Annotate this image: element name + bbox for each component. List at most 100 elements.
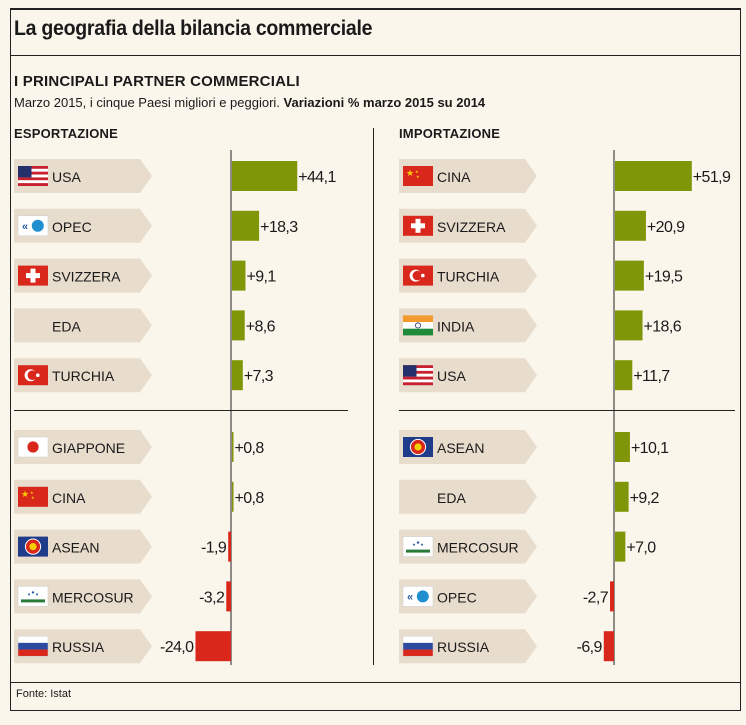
svg-text:★: ★ bbox=[31, 495, 35, 500]
chart-subtitle: I PRINCIPALI PARTNER COMMERCIALI bbox=[14, 73, 300, 90]
category-label-tab bbox=[399, 208, 537, 243]
bar bbox=[615, 432, 630, 462]
category-label: CINA bbox=[52, 490, 86, 506]
category-label: SVIZZERA bbox=[437, 219, 506, 235]
svg-text:«: « bbox=[407, 591, 413, 603]
category-label: TURCHIA bbox=[52, 368, 115, 384]
svg-text:«: « bbox=[22, 221, 28, 233]
cina-flag-icon: ★ ★★ bbox=[403, 166, 433, 186]
bar-value-label: +44,1 bbox=[298, 169, 336, 186]
bar-value-label: +20,9 bbox=[647, 219, 685, 236]
bar-row-svizzera: SVIZZERA +20,9 bbox=[399, 208, 686, 243]
bar-row-mercosur: MERCOSUR +7,0 bbox=[399, 529, 657, 564]
category-label-tab bbox=[14, 159, 152, 193]
opec-flag-icon: « bbox=[17, 215, 49, 237]
page-title: La geografia della bilancia commerciale bbox=[14, 17, 373, 40]
import-group-separator bbox=[399, 410, 735, 411]
bar-value-label: +7,3 bbox=[244, 368, 274, 385]
category-label: OPEC bbox=[437, 589, 477, 605]
usa-flag-icon bbox=[18, 166, 48, 186]
mercosur-flag-icon bbox=[17, 586, 49, 607]
bar-value-label: -1,9 bbox=[201, 540, 227, 557]
bar bbox=[232, 432, 234, 462]
bar-value-label: -2,7 bbox=[583, 589, 609, 606]
svg-text:★: ★ bbox=[21, 489, 29, 499]
svizzera-flag-icon bbox=[403, 215, 433, 236]
bar bbox=[232, 161, 298, 191]
category-label: INDIA bbox=[437, 318, 475, 334]
category-label-tab bbox=[14, 529, 152, 564]
usa-flag-icon bbox=[403, 365, 433, 386]
svg-text:★: ★ bbox=[416, 174, 420, 179]
chart-description: Marzo 2015, i cinque Paesi migliori e pe… bbox=[14, 95, 485, 110]
category-label-tab bbox=[399, 529, 537, 564]
category-label-tab bbox=[399, 479, 537, 514]
category-label-tab bbox=[399, 358, 537, 393]
india-flag-icon bbox=[403, 315, 433, 336]
cina-flag-icon: ★ ★★ bbox=[18, 486, 48, 507]
bar-row-eda: EDA +9,2 bbox=[399, 479, 660, 514]
svg-text:★: ★ bbox=[30, 490, 34, 495]
category-label: TURCHIA bbox=[437, 269, 500, 285]
category-label-tab bbox=[14, 479, 152, 514]
category-label-tab bbox=[399, 258, 537, 293]
bar bbox=[603, 631, 614, 662]
bar-value-label: +18,6 bbox=[644, 318, 682, 335]
bar bbox=[615, 481, 629, 512]
category-label: SVIZZERA bbox=[52, 269, 121, 285]
bar bbox=[232, 360, 243, 391]
bar-value-label: +0,8 bbox=[235, 440, 265, 457]
category-label: OPEC bbox=[52, 219, 92, 235]
bar bbox=[232, 481, 234, 512]
russia-flag-icon bbox=[402, 635, 434, 657]
bar-value-label: +10,1 bbox=[631, 440, 669, 457]
category-label: EDA bbox=[52, 318, 81, 334]
bar-row-cina: ★ ★★ CINA +0,8 bbox=[14, 479, 265, 514]
bar-value-label: -3,2 bbox=[199, 589, 225, 606]
turchia-flag-icon bbox=[18, 365, 48, 386]
bar-row-asean: ASEAN +10,1 bbox=[399, 430, 670, 464]
category-label-tab bbox=[399, 430, 537, 464]
bar-row-eda: EDA +8,6 bbox=[14, 308, 276, 343]
bar-value-label: -24,0 bbox=[160, 639, 194, 656]
svg-text:★: ★ bbox=[406, 168, 414, 178]
category-label-tab bbox=[14, 308, 152, 343]
footer-rule bbox=[10, 682, 741, 683]
category-label-tab bbox=[399, 159, 537, 193]
turchia-flag-icon bbox=[403, 265, 433, 286]
category-label-tab bbox=[14, 208, 152, 243]
asean-flag-icon bbox=[403, 437, 433, 457]
bar bbox=[615, 310, 643, 341]
bar bbox=[615, 161, 692, 191]
bar bbox=[615, 260, 644, 291]
bar-value-label: +9,1 bbox=[246, 269, 276, 286]
bar-row-asean: ASEAN -1,9 bbox=[14, 529, 231, 564]
description-text: Marzo 2015, i cinque Paesi migliori e pe… bbox=[14, 95, 280, 110]
bar-row-india: INDIA +18,6 bbox=[399, 308, 682, 343]
bar bbox=[615, 360, 633, 391]
title-rule bbox=[10, 55, 741, 56]
bar-row-opec: « OPEC -2,7 bbox=[399, 579, 614, 614]
bar bbox=[232, 210, 260, 241]
bar bbox=[195, 631, 231, 662]
export-chart: USA +44,1 « OPEC +18,3 SVIZZERA +9,1 EDA +8,6 TUR… bbox=[14, 150, 337, 665]
category-label-tab bbox=[14, 579, 152, 614]
category-label: CINA bbox=[437, 169, 471, 185]
bar-value-label: +9,2 bbox=[630, 490, 660, 507]
category-label: RUSSIA bbox=[437, 639, 490, 655]
chart-frame bbox=[10, 8, 741, 711]
bar-row-cina: ★ ★★ CINA +51,9 bbox=[399, 159, 732, 193]
category-label: ASEAN bbox=[437, 440, 484, 456]
bar-row-mercosur: MERCOSUR -3,2 bbox=[14, 579, 231, 614]
column-divider bbox=[373, 128, 374, 665]
russia-flag-icon bbox=[17, 635, 49, 657]
bar bbox=[232, 310, 245, 341]
bar-row-russia: RUSSIA -6,9 bbox=[399, 629, 614, 664]
source-note: Fonte: Istat bbox=[16, 688, 72, 700]
bar-value-label: +18,3 bbox=[260, 219, 298, 236]
category-label-tab bbox=[399, 629, 537, 664]
category-label: GIAPPONE bbox=[52, 440, 125, 456]
bar bbox=[228, 531, 231, 562]
bar-value-label: +0,8 bbox=[235, 490, 265, 507]
bar bbox=[610, 581, 614, 612]
